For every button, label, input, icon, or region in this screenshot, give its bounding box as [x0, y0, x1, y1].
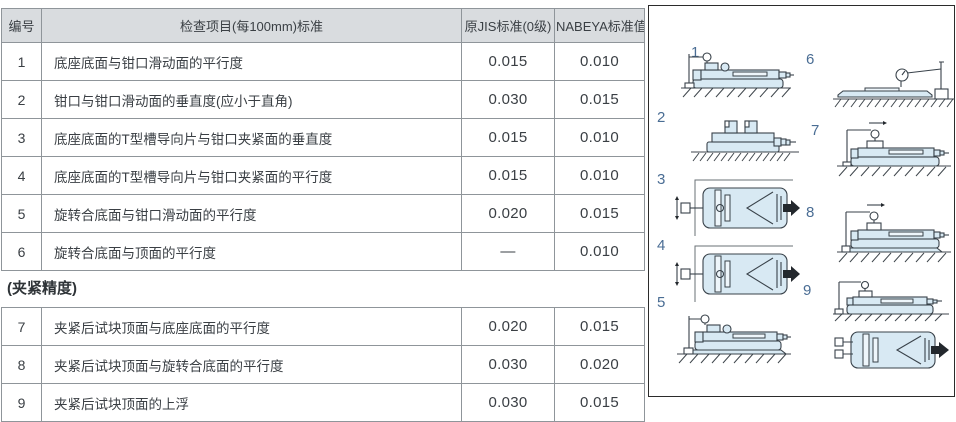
diagram-5-vise-side-view-on-swivel [677, 314, 791, 364]
row-jis: 0.030 [461, 345, 555, 384]
row-no: 3 [1, 118, 42, 157]
row-jis: 0.015 [461, 156, 555, 195]
row-jis: 0.020 [461, 194, 555, 233]
spec-table-main: 编号 检查项目(每100mm)标准 原JIS标准(0级) NABEYA标准值 1… [1, 8, 645, 271]
row-item: 旋转合底面与钳口滑动面的平行度 [41, 194, 462, 233]
diagram-number-6: 6 [806, 51, 815, 68]
row-jis: 0.015 [461, 42, 555, 81]
row-nabeya: 0.010 [554, 42, 645, 81]
row-no: 8 [1, 345, 42, 384]
row-no: 5 [1, 194, 42, 233]
table-row: 8 夹紧后试块顶面与旋转合底面的平行度 0.030 0.020 [1, 345, 645, 384]
diagram-number-7: 7 [811, 122, 820, 139]
diagram-number-1: 1 [691, 44, 700, 61]
diagram-7-vise-side-view-with-indicator [837, 121, 951, 177]
row-no: 4 [1, 156, 42, 195]
table-row: 6 旋转合底面与顶面的平行度 — 0.010 [1, 232, 645, 271]
col-header-nabeya: NABEYA标准值 [554, 8, 645, 43]
clamping-accuracy-section-label: (夹紧精度) [7, 280, 77, 297]
diagram-number-9: 9 [803, 282, 812, 299]
diagram-4-vise-top-view [675, 245, 800, 302]
row-no: 2 [1, 80, 42, 119]
table-row: 3 底座底面的T型槽导向片与钳口夹紧面的垂直度 0.015 0.010 [1, 118, 645, 157]
table-row: 7 夹紧后试块顶面与底座底面的平行度 0.020 0.015 [1, 307, 645, 346]
diagram-2-vise-end-view [691, 120, 799, 162]
row-item: 夹紧后试块顶面与旋转合底面的平行度 [41, 345, 462, 384]
diagram-1-vise-side-view [681, 52, 794, 98]
row-no: 6 [1, 232, 42, 271]
row-nabeya: 0.015 [554, 194, 645, 233]
row-nabeya: 0.015 [554, 80, 645, 119]
diagram-number-3: 3 [657, 171, 666, 188]
row-item: 底座底面的T型槽导向片与钳口夹紧面的平行度 [41, 156, 462, 195]
row-nabeya: 0.020 [554, 345, 645, 384]
row-nabeya: 0.010 [554, 156, 645, 195]
diagram-number-5: 5 [657, 294, 666, 311]
col-header-jis: 原JIS标准(0级) [461, 8, 555, 43]
header-row: 编号 检查项目(每100mm)标准 原JIS标准(0级) NABEYA标准值 [1, 8, 645, 43]
row-item: 底座底面与钳口滑动面的平行度 [41, 42, 462, 81]
row-item: 钳口与钳口滑动面的垂直度(应小于直角) [41, 80, 462, 119]
row-item: 底座底面的T型槽导向片与钳口夹紧面的垂直度 [41, 118, 462, 157]
row-jis: — [461, 232, 555, 271]
col-header-no: 编号 [1, 8, 42, 43]
row-item: 旋转合底面与顶面的平行度 [41, 232, 462, 271]
diagram-number-4: 4 [657, 237, 666, 254]
row-jis: 0.015 [461, 118, 555, 157]
diagram-6-swivel-base-with-dial-indicator [833, 61, 955, 108]
table-row: 4 底座底面的T型槽导向片与钳口夹紧面的平行度 0.015 0.010 [1, 156, 645, 195]
row-jis: 0.020 [461, 307, 555, 346]
row-item: 夹紧后试块顶面与底座底面的平行度 [41, 307, 462, 346]
table-row: 1 底座底面与钳口滑动面的平行度 0.015 0.010 [1, 42, 645, 81]
row-jis: 0.030 [461, 80, 555, 119]
spec-table-clamping: 7 夹紧后试块顶面与底座底面的平行度 0.020 0.015 8 夹紧后试块顶面… [1, 307, 645, 422]
spec-table-section: 编号 检查项目(每100mm)标准 原JIS标准(0级) NABEYA标准值 1… [1, 8, 645, 422]
row-nabeya: 0.010 [554, 232, 645, 271]
table-row: 5 旋转合底面与钳口滑动面的平行度 0.020 0.015 [1, 194, 645, 233]
row-nabeya: 0.015 [554, 307, 645, 346]
row-no: 7 [1, 307, 42, 346]
measurement-diagram-panel: 1 2 3 [648, 5, 955, 397]
diagram-number-2: 2 [657, 109, 666, 126]
table-row: 2 钳口与钳口滑动面的垂直度(应小于直角) 0.030 0.015 [1, 80, 645, 119]
row-nabeya: 0.010 [554, 118, 645, 157]
diagram-9-vise-side-and-top-views [833, 280, 949, 369]
row-no: 1 [1, 42, 42, 81]
diagram-3-vise-top-view [675, 179, 800, 236]
diagram-number-8: 8 [806, 204, 815, 221]
diagram-8-vise-side-view-with-indicator [837, 203, 951, 263]
col-header-item: 检查项目(每100mm)标准 [41, 8, 462, 43]
